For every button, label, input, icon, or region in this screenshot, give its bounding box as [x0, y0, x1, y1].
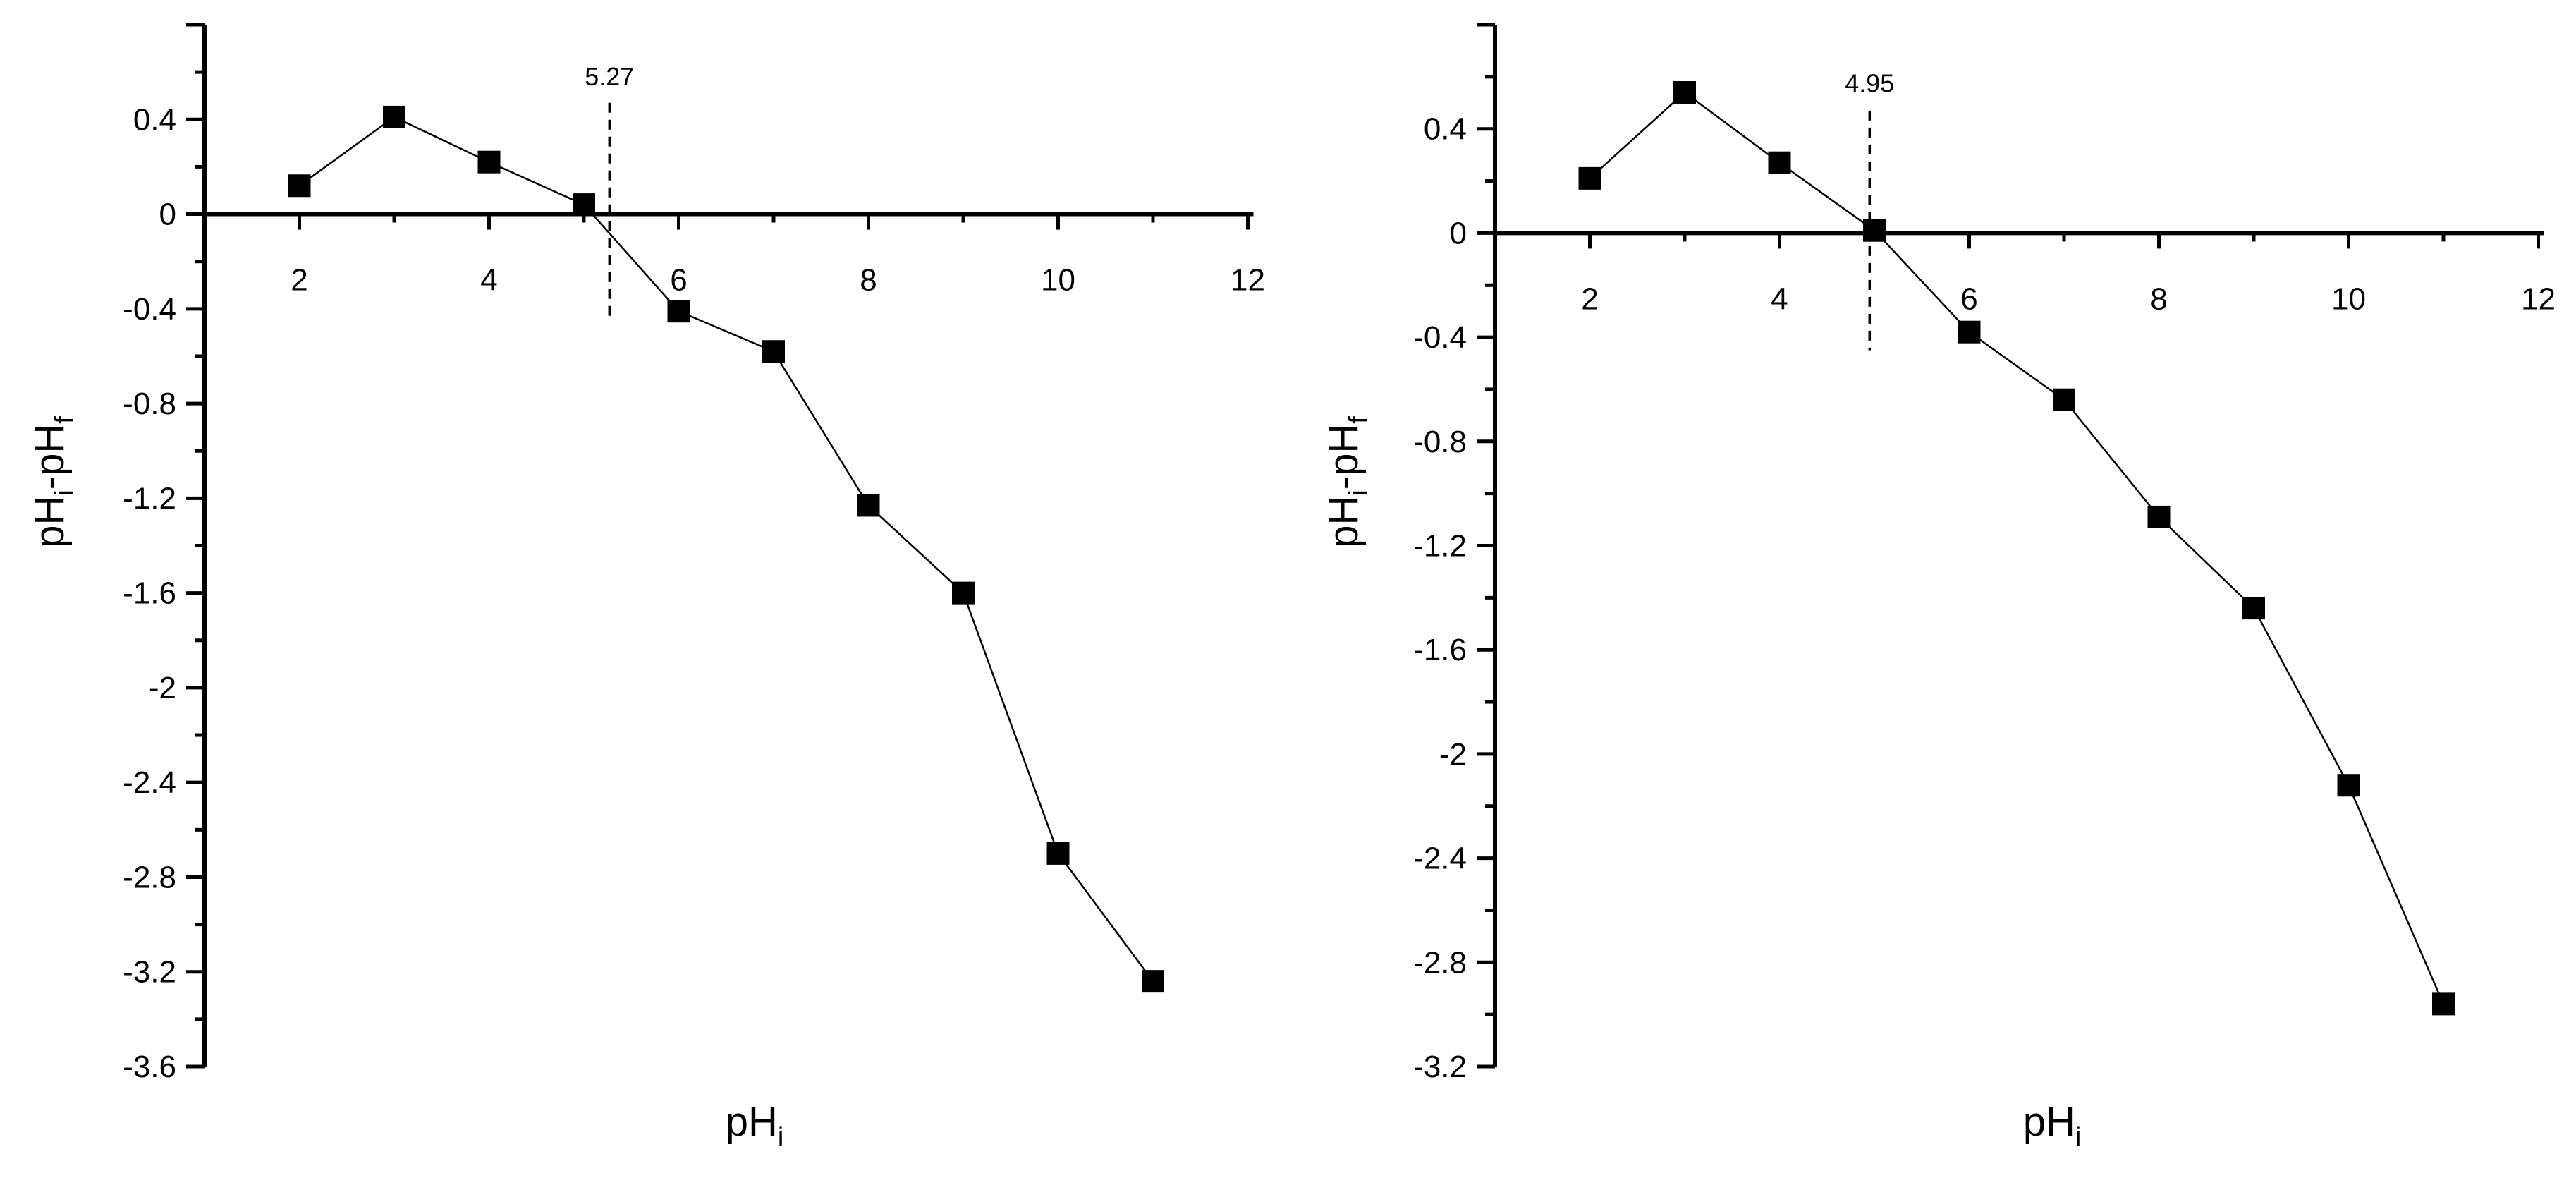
chart1-y-tick-label: -3.6	[123, 1050, 176, 1084]
chart2-y-tick-label: -0.8	[1413, 425, 1467, 459]
chart1-x-tick-label: 2	[291, 263, 307, 298]
chart2-x-tick-label: 6	[1960, 281, 1977, 316]
chart2-y-tick-label: -3.2	[1413, 1050, 1467, 1084]
chart1-y-tick-label: 0.4	[133, 102, 176, 137]
chart2-data-point	[2242, 597, 2265, 620]
chart1-data-point	[857, 494, 880, 517]
chart2-y-tick-label: -2.8	[1413, 945, 1467, 980]
chart1-y-tick-label: -1.2	[123, 481, 176, 516]
chart1-y-tick-label: -1.6	[123, 576, 176, 611]
chart2-x-tick-label: 2	[1581, 281, 1598, 316]
chart2-y-axis-label: pHi-pHf	[1321, 416, 1374, 548]
chart2-data-point	[1578, 166, 1601, 190]
chart1-x-tick-label: 8	[860, 263, 877, 298]
chart2-y-tick-label: -2	[1439, 737, 1467, 772]
chart2-x-tick-label: 4	[1771, 281, 1788, 316]
chart1-y-tick-label: -3.2	[123, 955, 176, 990]
chart2-x-tick-label: 10	[2331, 281, 2366, 316]
chart2-y-tick-label: -0.4	[1413, 320, 1467, 355]
chart2-x-tick-label: 8	[2150, 281, 2167, 316]
chart2-y-tick-label: 0	[1450, 216, 1467, 250]
chart1-data-point	[573, 193, 595, 217]
chart1-y-tick-label: -2.4	[123, 765, 176, 800]
chart2-data-point	[1768, 151, 1791, 174]
chart1-data-point	[762, 340, 785, 363]
chart2-data-point	[2432, 992, 2455, 1016]
chart2-data-point	[1958, 320, 1981, 344]
chart2-data-point	[2337, 774, 2360, 797]
chart2-data-point	[2147, 505, 2171, 528]
chart1-y-tick-label: -0.8	[123, 387, 176, 421]
chart2-y-tick-label: -1.6	[1413, 633, 1467, 667]
chart2-annotation-label: 4.95	[1845, 68, 1894, 97]
chart1-x-tick-label: 12	[1231, 263, 1265, 298]
chart1-data-point	[667, 300, 690, 323]
chart1-x-tick-label: 4	[480, 263, 497, 298]
chart1-y-tick-label: -0.4	[123, 292, 176, 327]
chart2-panel: 0.4 0 -0.4 -0.8 -1.2 -1.6 -2 -2.4 -2.8 -3.2 2 4 6 8 10…	[1321, 23, 2556, 1152]
chart2-y-tick-label: -1.2	[1413, 529, 1467, 564]
chart1-x-axis-label: pHi	[726, 1099, 784, 1152]
chart1-data-point	[477, 150, 501, 174]
chart1-y-tick-label: -2	[149, 671, 176, 705]
chart2-data-point	[1673, 81, 1696, 104]
chart1-data-point	[288, 174, 311, 198]
chart1-data-point	[1046, 842, 1070, 865]
chart2-data-point	[2053, 388, 2075, 411]
chart2-x-tick-label: 12	[2521, 281, 2556, 316]
chart2-data-point	[1863, 219, 1886, 242]
chart1-annotation-label: 5.27	[585, 62, 634, 91]
chart1-y-tick-label: 0	[159, 198, 176, 232]
chart1-x-tick-label: 6	[670, 263, 687, 298]
chart2-series-line	[1589, 91, 2445, 1004]
chart1-y-axis-label: pHi-pHf	[27, 416, 80, 548]
chart1-data-point	[952, 581, 975, 605]
chart2-x-axis-label: pHi	[2023, 1099, 2082, 1152]
chart1-data-point	[1142, 970, 1164, 993]
chart2-y-tick-label: -2.4	[1413, 842, 1467, 876]
chart1-y-tick-label: -2.8	[123, 860, 176, 894]
chart1-data-point	[383, 105, 405, 128]
chart1-series-line	[298, 116, 1154, 982]
chart1-x-tick-label: 10	[1041, 263, 1075, 298]
chart2-y-tick-label: 0.4	[1424, 112, 1467, 147]
chart1-panel: 0.4 0 -0.4 -0.8 -1.2 -1.6 -2 -2.4 -2.8 -3.2 -3.6 2 4…	[27, 23, 1265, 1152]
